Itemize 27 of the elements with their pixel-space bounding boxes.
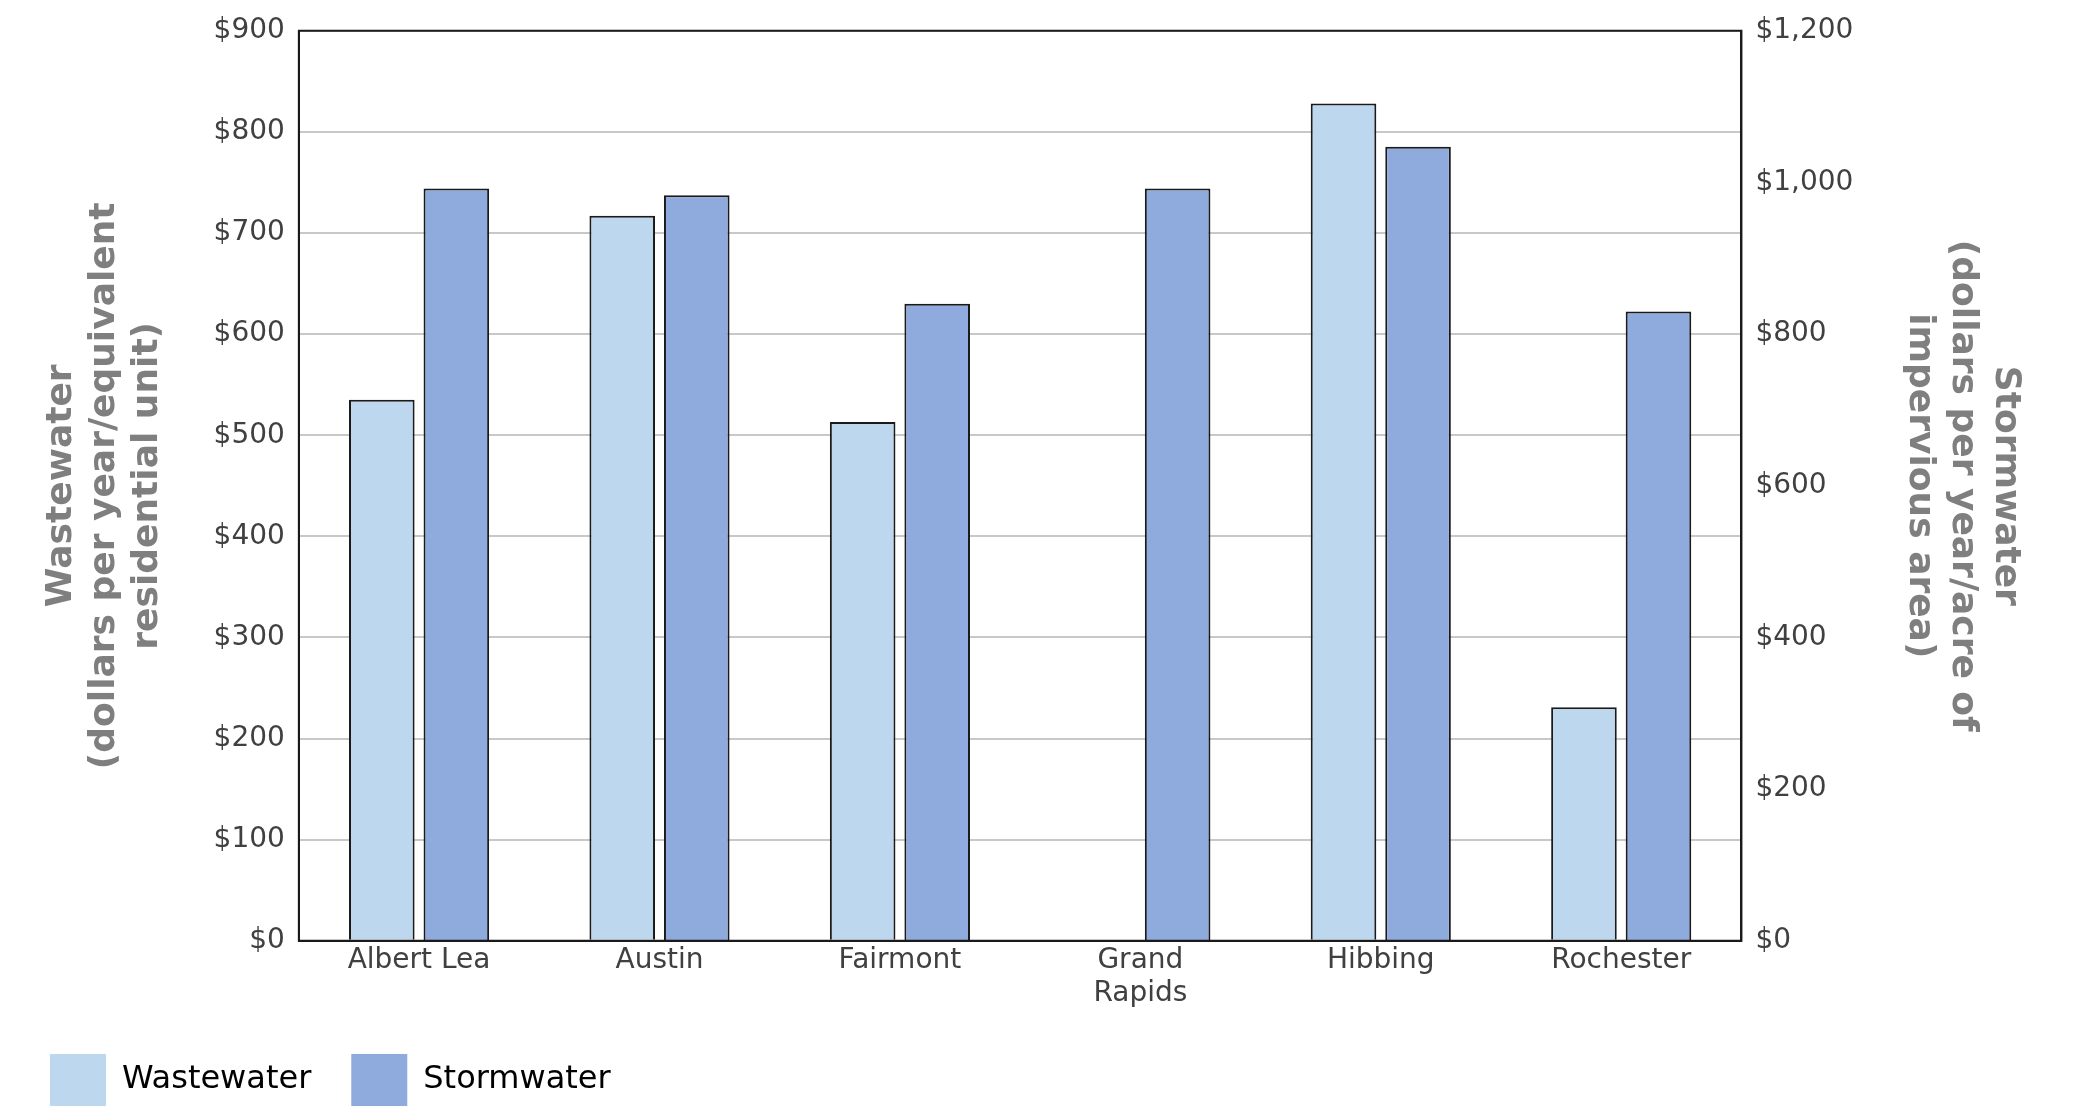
- y-tick-label: $900: [213, 12, 285, 46]
- y2-tick-label: $400: [1755, 618, 1827, 652]
- x-tick-label: Austin: [615, 941, 704, 975]
- y2-tick-label: $600: [1755, 467, 1827, 501]
- y-tick-label: $0: [249, 922, 285, 956]
- y2-axis-title: Stormwater (dollars per year/acre of impervious area): [1901, 239, 2030, 733]
- legend-label: Stormwater: [423, 1058, 612, 1097]
- y2-tick-label: $1,200: [1755, 12, 1854, 46]
- y-tick-label: $100: [213, 820, 285, 854]
- x-tick-label: Hibbing: [1326, 941, 1435, 975]
- y2-tick-label: $800: [1755, 315, 1827, 349]
- y2-tick-label: $200: [1755, 770, 1827, 804]
- y-axis-title: Wastewater (dollars per year/equivalent residential unit): [37, 202, 166, 770]
- y-tick-label: $600: [213, 315, 285, 349]
- x-tick-label: Albert Lea: [347, 941, 491, 975]
- x-tick-label: Fairmont: [838, 941, 962, 975]
- x-tick-label: Grand Rapids: [1093, 941, 1188, 1009]
- y-tick-label: $200: [213, 719, 285, 753]
- legend-label: Wastewater: [122, 1058, 313, 1097]
- y-tick-label: $800: [213, 113, 285, 147]
- y2-tick-label: $1,000: [1755, 163, 1854, 197]
- y-tick-label: $700: [213, 214, 285, 248]
- y-tick-label: $300: [213, 618, 285, 652]
- x-tick-label: Rochester: [1551, 941, 1692, 975]
- y-tick-label: $400: [213, 517, 285, 551]
- y2-tick-label: $0: [1755, 922, 1792, 956]
- y-tick-label: $500: [213, 416, 285, 450]
